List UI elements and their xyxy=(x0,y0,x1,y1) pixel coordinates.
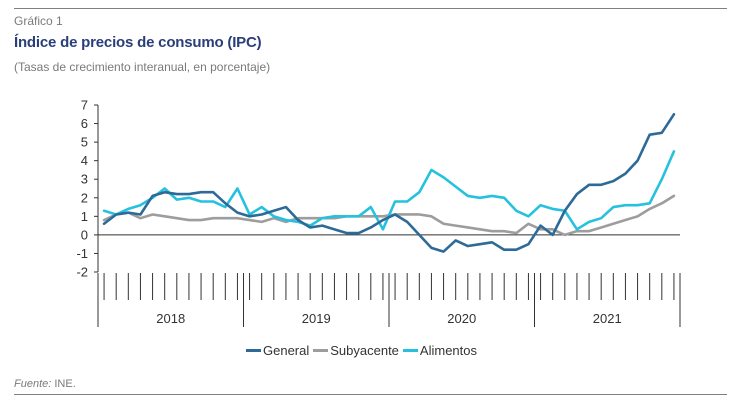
x-year-label: 2020 xyxy=(447,311,476,326)
bottom-rule xyxy=(14,394,727,395)
legend-swatch-alimentos xyxy=(402,349,418,352)
y-tick-label: 3 xyxy=(81,172,88,187)
chart-legend: General Subyacente Alimentos xyxy=(246,343,481,358)
x-year-label: 2018 xyxy=(156,311,185,326)
y-tick-label: 6 xyxy=(81,116,88,131)
y-tick-label: -1 xyxy=(76,246,88,261)
chart-title: Índice de precios de consumo (IPC) xyxy=(14,34,262,51)
legend-item-alimentos: Alimentos xyxy=(402,343,477,358)
series-line-general xyxy=(102,112,676,253)
source-note: Fuente: INE. xyxy=(14,378,76,390)
figure-label: Gráfico 1 xyxy=(14,14,63,28)
top-rule xyxy=(14,8,727,9)
y-tick-label: 5 xyxy=(81,135,88,150)
y-tick-label: 4 xyxy=(81,153,88,168)
legend-swatch-general xyxy=(246,349,261,352)
series-line-alimentos xyxy=(102,150,676,231)
y-tick-label: 0 xyxy=(81,227,88,242)
legend-item-general: General xyxy=(246,343,309,358)
y-tick-label: 2 xyxy=(81,190,88,205)
source-label: Fuente: xyxy=(14,378,52,390)
y-tick-label: 1 xyxy=(81,209,88,224)
legend-label-general: General xyxy=(263,343,310,358)
x-year-label: 2019 xyxy=(302,311,331,326)
y-tick-label: -2 xyxy=(76,265,88,280)
chart-subtitle: (Tasas de crecimiento interanual, en por… xyxy=(14,60,271,74)
source-text: INE. xyxy=(51,378,76,390)
y-tick-label: 7 xyxy=(81,98,88,113)
legend-swatch-subyacente xyxy=(313,349,329,352)
legend-label-alimentos: Alimentos xyxy=(419,343,477,358)
legend-label-subyacente: Subyacente xyxy=(330,343,399,358)
legend-item-subyacente: Subyacente xyxy=(313,343,399,358)
x-year-label: 2021 xyxy=(593,311,622,326)
